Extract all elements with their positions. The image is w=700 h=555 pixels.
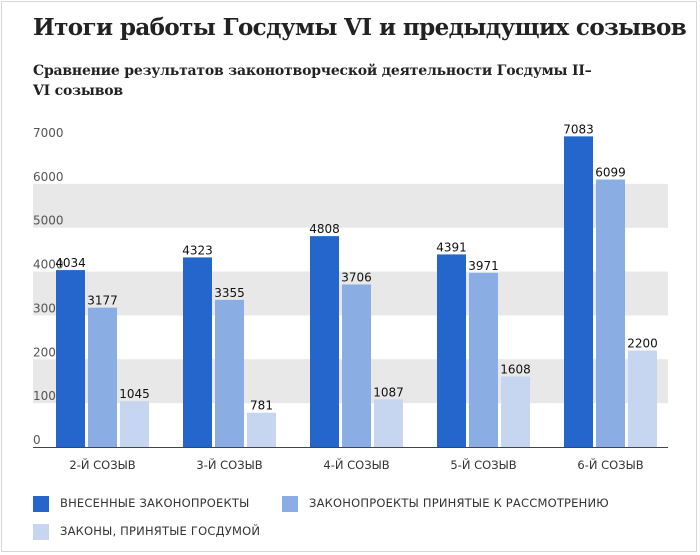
chart-title: Итоги работы Госдумы VI и предыдущих соз…	[33, 14, 687, 41]
data-label: 4808	[309, 222, 340, 236]
bar	[88, 307, 117, 447]
bar	[469, 272, 498, 447]
data-label: 781	[250, 399, 273, 413]
bar	[342, 284, 371, 447]
data-label: 3971	[468, 259, 499, 273]
bar	[183, 257, 212, 447]
y-tick-label: 7000	[33, 126, 64, 140]
data-label: 6099	[595, 166, 626, 180]
bar	[374, 399, 403, 447]
y-tick-label: 2000	[33, 345, 64, 359]
data-label: 4323	[182, 243, 213, 257]
data-label: 7083	[563, 122, 594, 136]
bar	[628, 350, 657, 447]
data-label: 4034	[55, 256, 86, 270]
legend: ВНЕСЕННЫЕ ЗАКОНОПРОЕКТЫ ЗАКОНОПРОЕКТЫ ПР…	[33, 492, 673, 548]
legend-label-accepted: ЗАКОНОПРОЕКТЫ ПРИНЯТЫЕ К РАССМОТРЕНИЮ	[309, 496, 609, 510]
data-label: 2200	[627, 337, 658, 351]
x-tick-label: 4-Й СОЗЫВ	[323, 457, 389, 472]
data-label: 1045	[119, 387, 150, 401]
legend-label-laws: ЗАКОНЫ, ПРИНЯТЫЕ ГОСДУМОЙ	[60, 524, 261, 538]
y-tick-label: 6000	[33, 170, 64, 184]
grid-band	[33, 183, 668, 228]
y-tick-label: 4000	[33, 258, 64, 272]
y-tick-label: 0	[33, 433, 41, 447]
legend-swatch-accepted	[282, 496, 298, 512]
bar	[215, 299, 244, 447]
bar	[310, 236, 339, 447]
x-tick-label: 2-Й СОЗЫВ	[69, 457, 135, 472]
data-label: 3177	[87, 294, 118, 308]
bar	[596, 179, 625, 447]
x-tick-label: 5-Й СОЗЫВ	[450, 457, 516, 472]
bar	[120, 401, 149, 447]
y-tick-label: 3000	[33, 301, 64, 315]
data-label: 1087	[373, 385, 404, 399]
x-tick-label: 6-Й СОЗЫВ	[577, 457, 643, 472]
data-label: 3706	[341, 270, 372, 284]
legend-swatch-laws	[33, 524, 49, 540]
data-label: 3355	[214, 286, 245, 300]
bar	[247, 412, 276, 447]
bar	[437, 254, 466, 447]
y-tick-label: 5000	[33, 214, 64, 228]
legend-label-submitted: ВНЕСЕННЫЕ ЗАКОНОПРОЕКТЫ	[60, 496, 250, 510]
bar	[564, 136, 593, 447]
bar	[56, 270, 85, 447]
chart-subtitle: Сравнение результатов законотворческой д…	[33, 63, 592, 99]
legend-swatch-submitted	[33, 496, 49, 512]
data-label: 1608	[500, 362, 531, 376]
x-tick-label: 3-Й СОЗЫВ	[196, 457, 262, 472]
y-tick-label: 1000	[33, 389, 64, 403]
bar	[501, 376, 530, 447]
data-label: 4391	[436, 240, 467, 254]
